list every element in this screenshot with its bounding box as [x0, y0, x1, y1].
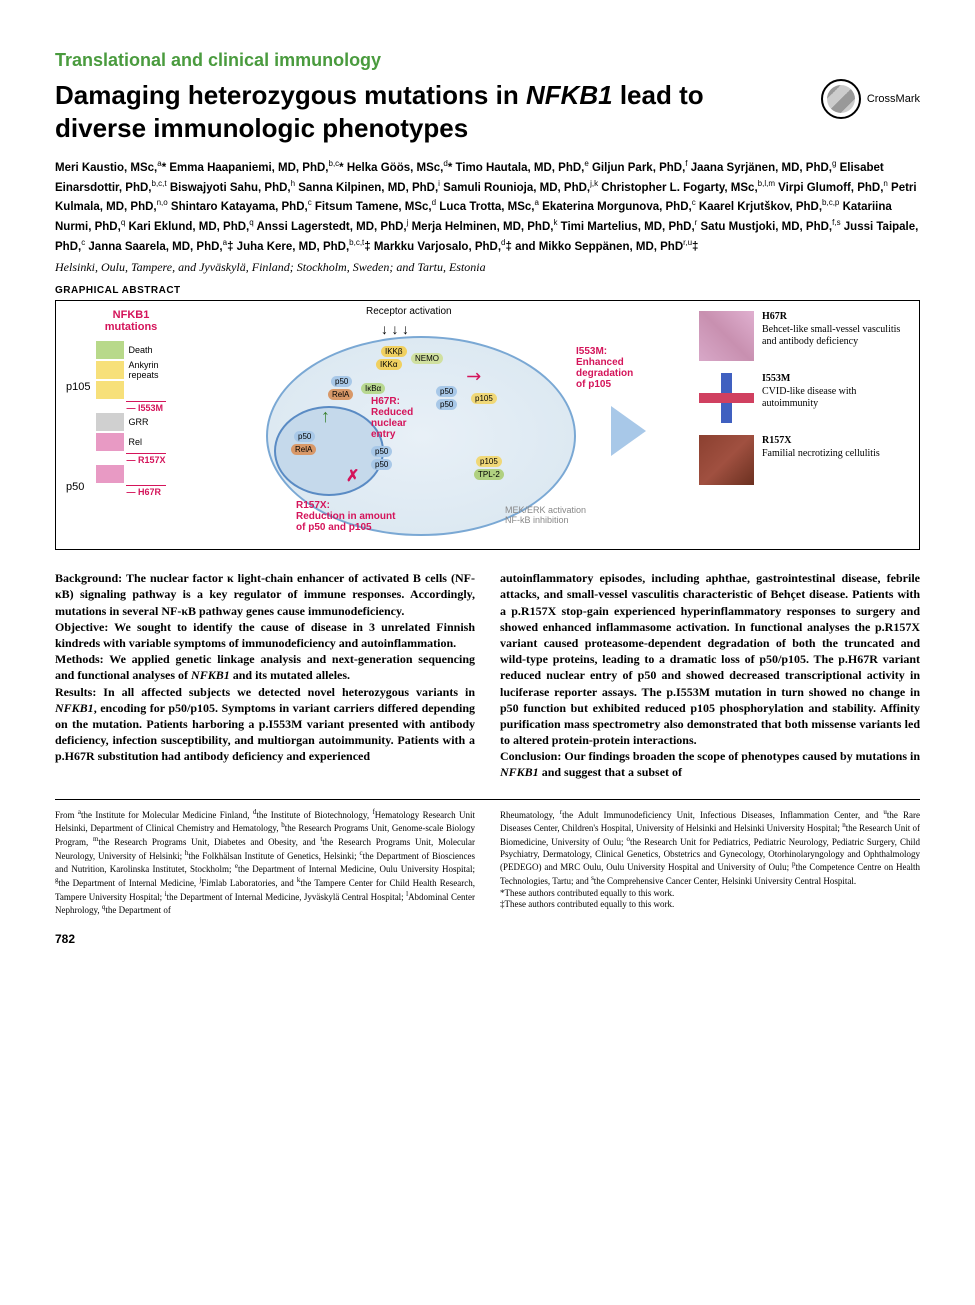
ga-result-arrow	[611, 406, 646, 456]
article-title: Damaging heterozygous mutations in NFKB1…	[55, 79, 801, 144]
ga-protein-ikkβ: IKKβ	[381, 346, 407, 357]
ga-cell-diagram: Receptor activation ↓ ↓ ↓ IKKβIKKαNEMOp5…	[236, 311, 606, 541]
ga-protein-rela: RelA	[291, 444, 316, 455]
crossmark-label: CrossMark	[867, 93, 920, 105]
affiliations-right: Rheumatology, rthe Adult Immunodeficienc…	[500, 808, 920, 918]
ga-protein-p50: p50	[436, 386, 457, 397]
ga-protein-p50: p50	[436, 399, 457, 410]
ga-phenotype-text: R157XFamilial necrotizing cellulitis	[762, 435, 880, 485]
ga-protein-p105: p105	[476, 456, 502, 467]
ga-bar-segment: Rel	[96, 433, 165, 451]
ga-protein-nemo: NEMO	[411, 353, 443, 364]
ga-phenotype-item: H67RBehcet-like small-vessel vasculitis …	[699, 311, 909, 361]
ga-protein-rela: RelA	[328, 389, 353, 400]
ga-bar-segment: Death	[96, 341, 165, 359]
ga-bar-segment	[96, 381, 165, 399]
graphical-abstract: NFKB1 mutations p105 p50 Death Ankyrin re…	[55, 300, 920, 550]
ga-protein-p50: p50	[294, 431, 315, 442]
abstract-right-column: autoinflammatory episodes, including aph…	[500, 570, 920, 780]
abstract-columns: Background: The nuclear factor κ light-c…	[55, 570, 920, 780]
ga-mek-label: MEK/ERK activation NF-kB inhibition	[505, 505, 586, 527]
ga-phenotype-thumb	[699, 311, 754, 361]
section-heading: Translational and clinical immunology	[55, 50, 920, 71]
ga-protein-p50: p50	[371, 459, 392, 470]
ga-r157x-annotation: R157X: Reduction in amount of p50 and p1…	[296, 500, 395, 533]
affiliations: From athe Institute for Molecular Medici…	[55, 808, 920, 918]
affiliations-left: From athe Institute for Molecular Medici…	[55, 808, 475, 918]
page-number: 782	[55, 932, 920, 946]
ga-p50-label: p50	[66, 481, 90, 493]
ga-protein-ikkα: IKKα	[376, 359, 402, 370]
ga-phenotype-thumb	[699, 435, 754, 485]
ga-phenotype-thumb	[699, 373, 754, 423]
ga-phenotype-item: R157XFamilial necrotizing cellulitis	[699, 435, 909, 485]
ga-protein-p105: p105	[471, 393, 497, 404]
ga-protein-p50: p50	[331, 376, 352, 387]
graphical-abstract-label: GRAPHICAL ABSTRACT	[55, 285, 920, 296]
ga-bar-segment	[96, 465, 165, 483]
affiliations-divider	[55, 799, 920, 800]
crossmark-icon	[821, 79, 861, 119]
ga-protein-tpl-2: TPL-2	[474, 469, 504, 480]
ga-phenotype-text: H67RBehcet-like small-vessel vasculitis …	[762, 311, 909, 361]
ga-protein-bars: DeathAnkyrin repeats— I553MGRRRel— R157X…	[96, 341, 165, 497]
ga-protein-p50: p50	[371, 446, 392, 457]
ga-phenotypes-panel: H67RBehcet-like small-vessel vasculitis …	[699, 311, 909, 497]
title-row: Damaging heterozygous mutations in NFKB1…	[55, 79, 920, 144]
ga-protein-iκbα: IκBα	[361, 383, 385, 394]
ga-mutations-panel: NFKB1 mutations p105 p50 Death Ankyrin re…	[66, 309, 196, 537]
ga-receptor-label: Receptor activation	[366, 306, 452, 317]
ga-nfkb1-label: NFKB1 mutations	[66, 309, 196, 333]
authors-list: Meri Kaustio, MSc,a* Emma Haapaniemi, MD…	[55, 158, 920, 256]
ga-i553m-annotation: I553M: Enhanced degradation of p105	[576, 346, 656, 390]
crossmark-badge[interactable]: CrossMark	[821, 79, 920, 119]
ga-bar-segment: GRR	[96, 413, 165, 431]
ga-p105-label: p105	[66, 381, 90, 393]
ga-h67r-annotation: H67R: Reduced nuclear entry	[371, 396, 413, 440]
ga-bar-segment: Ankyrin repeats	[96, 361, 165, 379]
author-locations: Helsinki, Oulu, Tampere, and Jyväskylä, …	[55, 260, 920, 275]
ga-phenotype-item: I553MCVID-like disease with autoimmunity	[699, 373, 909, 423]
ga-phenotype-text: I553MCVID-like disease with autoimmunity	[762, 373, 909, 423]
abstract-left-column: Background: The nuclear factor κ light-c…	[55, 570, 475, 780]
